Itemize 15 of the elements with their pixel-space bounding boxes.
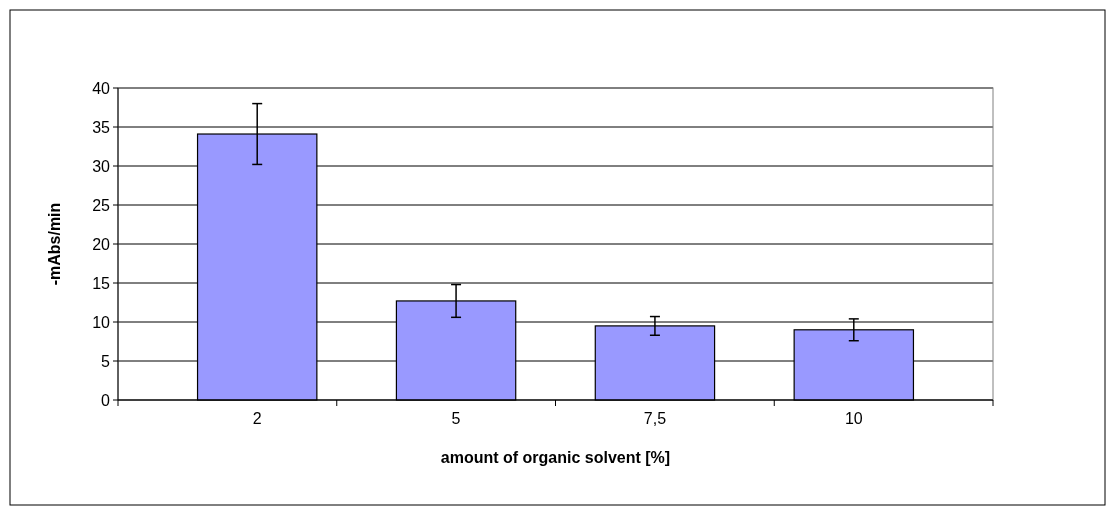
y-tick-label: 15 (92, 274, 111, 292)
x-axis-title: amount of organic solvent [%] (440, 449, 671, 466)
y-tick-label: 30 (92, 157, 111, 175)
y-tick-label: 35 (92, 118, 111, 136)
x-tick-label: 7,5 (643, 410, 667, 427)
y-tick-label: 40 (92, 79, 111, 97)
x-tick-label: 10 (844, 410, 863, 427)
x-tick-label: 5 (451, 410, 461, 427)
y-tick-label: 25 (92, 196, 111, 214)
x-tick-label: 2 (252, 410, 262, 427)
y-axis-title: -mAbs/min (46, 202, 63, 286)
y-tick-label: 10 (92, 313, 111, 331)
y-tick-label: 20 (92, 235, 111, 253)
y-tick-label: 0 (101, 391, 111, 409)
y-tick-label: 5 (101, 352, 111, 370)
